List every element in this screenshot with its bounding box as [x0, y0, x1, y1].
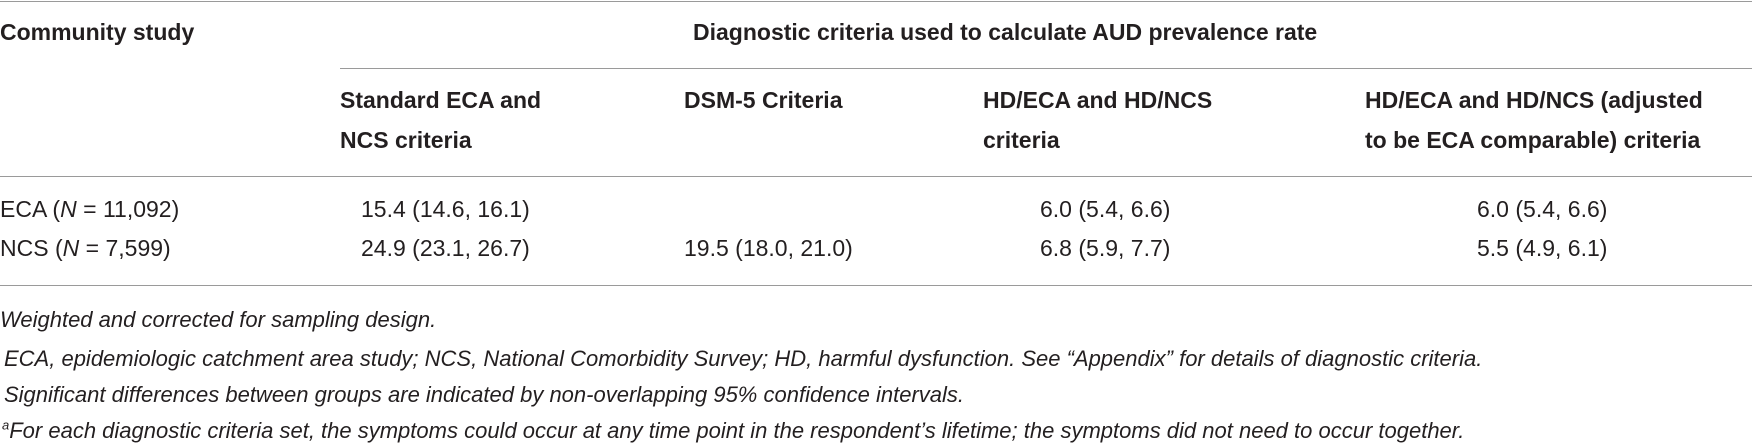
bottom-rule [0, 285, 1752, 286]
row-ncs-cell-2: 19.5 (18.0, 21.0) [684, 235, 853, 261]
row-eca-cell-1: 15.4 (14.6, 16.1) [361, 196, 530, 222]
col-header-1-line1: Standard ECA and [340, 87, 542, 113]
col-header-3-line1: HD/ECA and HD/NCS [983, 87, 1213, 113]
row-ncs-cell-4: 5.5 (4.9, 6.1) [1477, 235, 1608, 261]
col-header-4-line1: HD/ECA and HD/NCS (adjusted [1365, 87, 1703, 113]
row-ncs-label: NCS (N = 7,599) [0, 235, 171, 261]
row-ncs-cell-3: 6.8 (5.9, 7.7) [1040, 235, 1171, 261]
spanner-rule [340, 68, 1752, 69]
row-eca-label: ECA (N = 11,092) [0, 196, 180, 222]
row-eca-cell-3: 6.0 (5.4, 6.6) [1040, 196, 1171, 222]
row-ncs-cell-1: 24.9 (23.1, 26.7) [361, 235, 530, 261]
col-header-3-line2: criteria [983, 127, 1060, 153]
footnote-4: aFor each diagnostic criteria set, the s… [2, 417, 1465, 443]
footnote-3: Significant differences between groups a… [4, 382, 965, 407]
stub-header: Community study [0, 19, 195, 45]
footnote-1: Weighted and corrected for sampling desi… [0, 307, 437, 332]
spanner-header: Diagnostic criteria used to calculate AU… [693, 19, 1318, 45]
footnote-2: ECA, epidemiologic catchment area study;… [4, 346, 1483, 371]
col-header-4-line2: to be ECA comparable) criteria [1365, 127, 1701, 153]
top-rule [0, 1, 1752, 2]
header-rule [0, 176, 1752, 177]
row-eca-cell-4: 6.0 (5.4, 6.6) [1477, 196, 1608, 222]
col-header-1-line2: NCS criteria [340, 127, 472, 153]
footnote-marker: a [2, 417, 10, 433]
col-header-2-line1: DSM-5 Criteria [684, 87, 843, 113]
